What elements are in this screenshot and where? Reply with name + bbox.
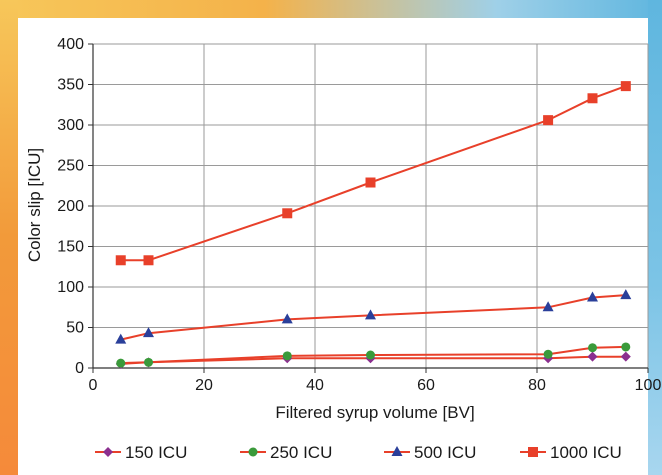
x-axis-label: Filtered syrup volume [BV]: [275, 403, 474, 422]
data-point-1000-icu: [143, 255, 154, 266]
y-tick-label: 200: [57, 198, 84, 215]
y-tick-label: 100: [57, 279, 84, 296]
legend-label: 500 ICU: [414, 443, 476, 462]
data-point-1000-icu: [115, 255, 126, 266]
legend-marker: [391, 446, 403, 456]
data-point-150-icu: [620, 351, 631, 362]
y-tick-label: 50: [66, 320, 84, 337]
y-tick-label: 350: [57, 77, 84, 94]
legend-marker: [103, 447, 113, 457]
x-tick-label: 60: [417, 377, 435, 394]
series-markers: [115, 81, 632, 369]
data-point-1000-icu: [620, 81, 631, 92]
data-point-1000-icu: [587, 93, 598, 104]
data-point-500-icu: [143, 327, 154, 338]
y-tick-label: 150: [57, 239, 84, 256]
data-point-500-icu: [542, 301, 554, 312]
axes: [88, 43, 649, 373]
series-lines: [120, 85, 627, 365]
legend: 150 ICU 250 ICU 500 ICU 1000 ICU: [95, 443, 622, 462]
data-point-500-icu: [115, 333, 127, 344]
y-tick-label: 0: [75, 360, 84, 377]
data-point-250-icu: [621, 342, 631, 352]
y-tick-label: 300: [57, 117, 84, 134]
data-point-150-icu: [587, 351, 598, 362]
legend-marker: [248, 447, 258, 457]
data-point-1000-icu: [543, 115, 554, 126]
y-tick-label: 400: [57, 36, 84, 53]
series-line-1000-icu: [120, 85, 627, 262]
data-point-250-icu: [366, 350, 375, 360]
data-point-1000-icu: [365, 177, 376, 188]
x-tick-label: 80: [528, 377, 546, 394]
x-tick-label: 20: [195, 377, 213, 394]
tick-labels: 0 50 100 150 200 250 300 350 400 0 20 40 60 80 100: [57, 36, 661, 394]
background-right-strip: [648, 0, 662, 475]
x-tick-label: 0: [89, 377, 98, 394]
legend-marker: [528, 447, 538, 457]
data-point-250-icu: [144, 357, 153, 367]
x-tick-label: 40: [306, 377, 324, 394]
x-tick-label: 100: [635, 377, 662, 394]
data-point-500-icu: [620, 289, 632, 300]
y-tick-label: 250: [57, 158, 84, 175]
background-left-strip: [0, 0, 18, 475]
data-point-250-icu: [282, 351, 292, 361]
grid-lines: [92, 43, 649, 369]
data-point-250-icu: [588, 343, 597, 353]
data-point-500-icu: [281, 313, 293, 324]
data-point-1000-icu: [282, 208, 293, 219]
y-axis-label: Color slip [ICU]: [25, 148, 44, 262]
background-top-strip: [0, 0, 662, 18]
data-point-250-icu: [543, 349, 553, 359]
data-point-250-icu: [116, 358, 126, 368]
legend-label: 150 ICU: [125, 443, 187, 462]
legend-label: 250 ICU: [270, 443, 332, 462]
data-point-500-icu: [587, 291, 598, 302]
data-point-500-icu: [365, 309, 376, 320]
legend-label: 1000 ICU: [550, 443, 622, 462]
